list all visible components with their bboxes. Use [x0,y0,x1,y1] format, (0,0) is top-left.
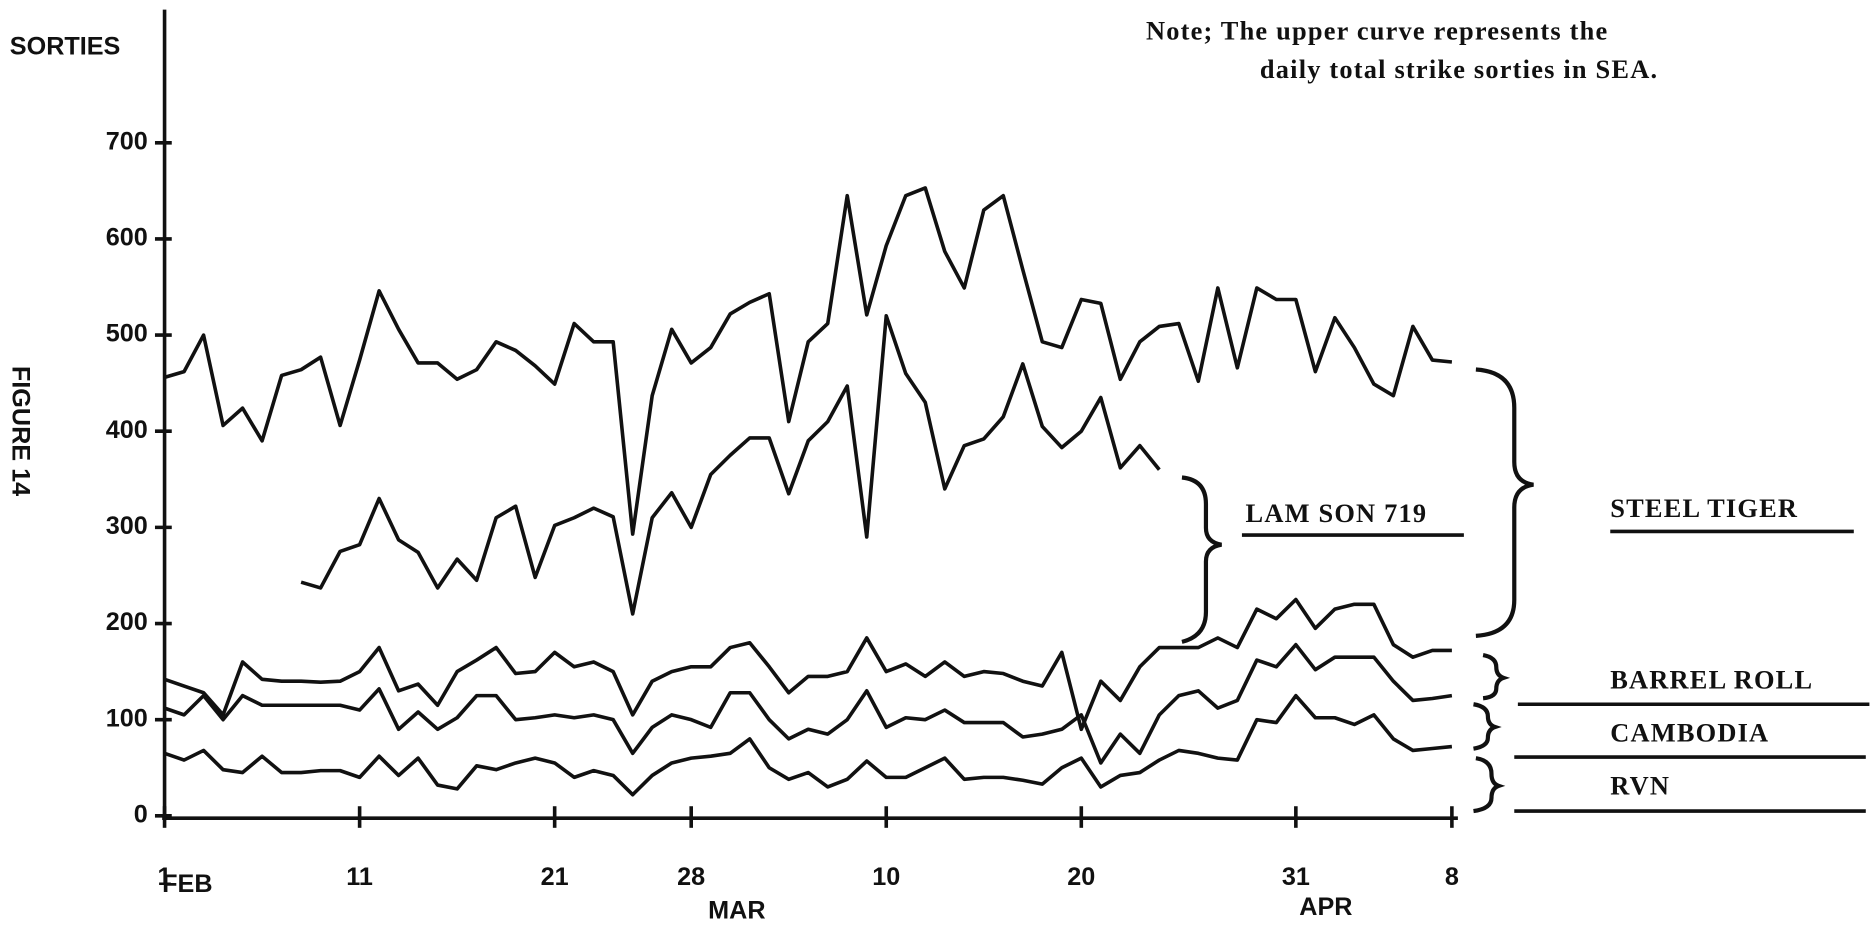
note-line: daily total strike sorties in SEA. [1260,54,1658,84]
series-line [163,693,1453,797]
y-tick-label: 500 [106,320,148,348]
x-tick-label: 21 [541,863,569,891]
y-tick-label: 100 [106,704,148,732]
y-tick-label: 700 [106,127,148,155]
y-tick-label: 600 [106,224,148,252]
x-tick-label: 20 [1067,863,1095,891]
series-label: CAMBODIA [1610,718,1769,748]
brace [1473,702,1502,751]
series-line [300,314,1161,616]
figure-label: FIGURE 14 [7,366,35,496]
x-tick-label: 8 [1445,863,1459,891]
x-tick-label: 11 [346,863,373,891]
brace [1473,756,1506,814]
x-tick-label: 31 [1282,863,1310,891]
brace [1475,367,1534,638]
series-label: STEEL TIGER [1610,493,1798,523]
y-axis-label: SORTIES [10,33,121,61]
brace [1482,652,1511,701]
month-label: APR [1299,893,1352,921]
series-line [163,597,1452,732]
series-label: BARREL ROLL [1610,665,1813,695]
month-label: FEB [162,870,212,898]
series-label: RVN [1610,770,1670,800]
x-tick-label: 28 [677,863,705,891]
y-tick-label: 0 [134,800,148,828]
series-line [164,186,1453,536]
brace [1181,475,1222,644]
note-line: Note; The upper curve represents the [1146,16,1608,46]
y-tick-label: 200 [106,608,148,636]
month-label: MAR [708,896,765,924]
x-tick-label: 10 [872,863,900,891]
y-tick-label: 400 [106,416,148,444]
series-label: LAM SON 719 [1246,498,1428,528]
y-tick-label: 300 [106,512,148,540]
series-line [163,642,1453,765]
x-tick-label: 1 [158,863,172,891]
